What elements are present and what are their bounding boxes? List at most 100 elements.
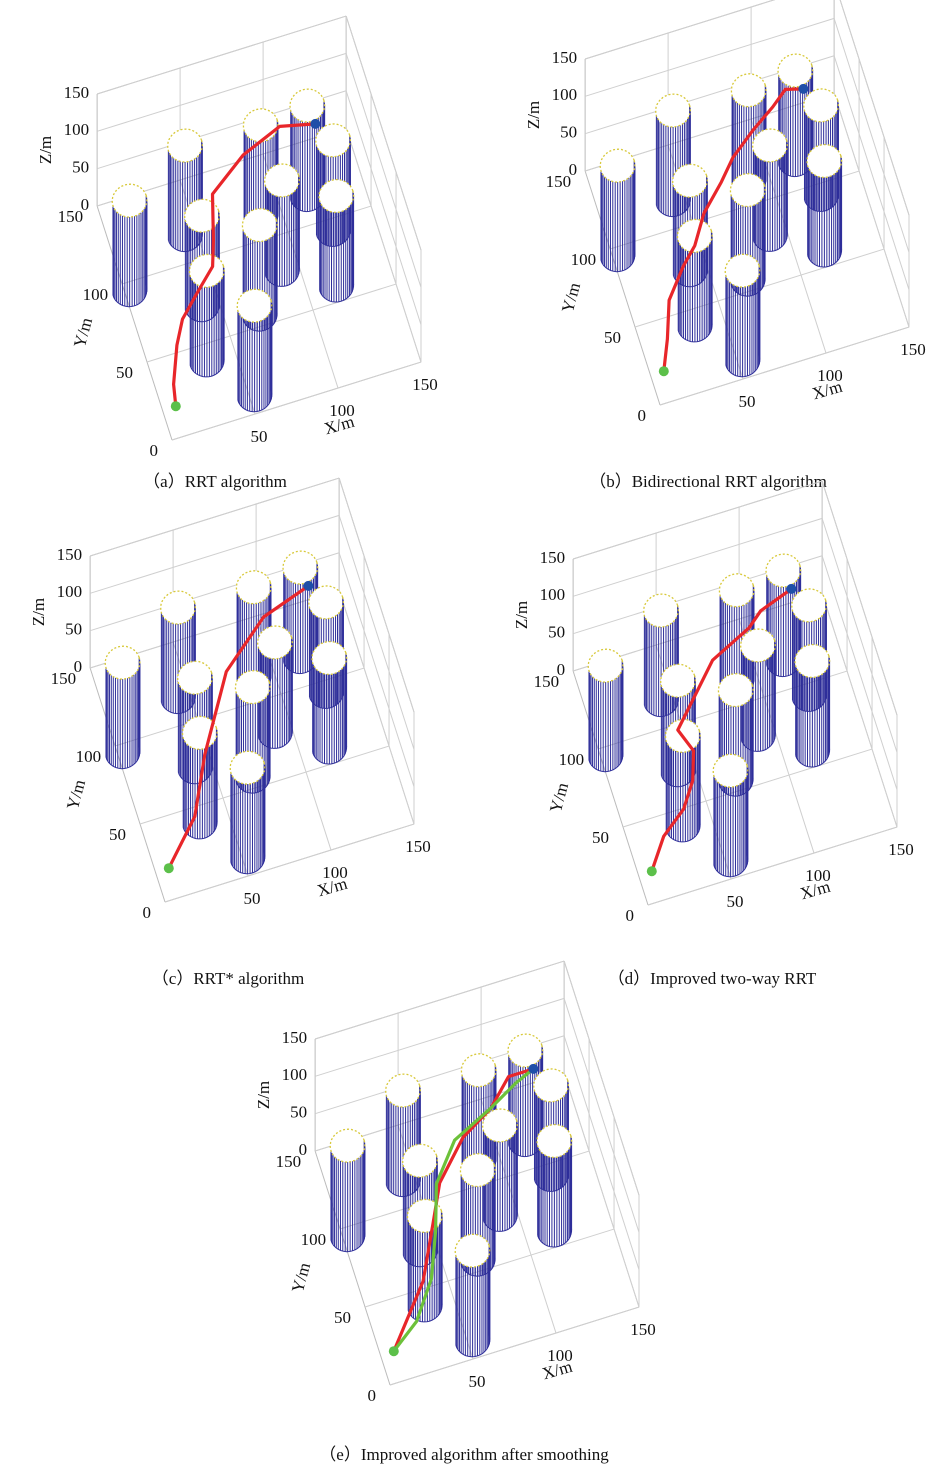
cylinder-face <box>242 208 278 242</box>
grid-line <box>563 960 640 1196</box>
cylinder-face <box>731 73 766 107</box>
y-tick-label: 150 <box>58 207 84 226</box>
cylinder-top <box>729 173 766 208</box>
grid-line <box>833 92 910 328</box>
cylinder-top <box>111 183 148 218</box>
cylinder-top <box>672 163 708 198</box>
grid-line <box>584 17 835 97</box>
cylinder-base <box>665 820 701 843</box>
grid-line <box>314 997 565 1077</box>
grid-line <box>96 52 347 132</box>
x-axis-label: X/m <box>810 377 844 404</box>
grid-line <box>659 326 910 406</box>
x-axis-label: X/m <box>540 1357 574 1384</box>
cylinder-base <box>725 354 761 378</box>
obstacle <box>111 183 148 308</box>
cylinder-face <box>730 173 766 207</box>
cylinder-top <box>264 163 300 198</box>
cylinder-top <box>536 1123 573 1159</box>
cylinder-top <box>803 88 840 123</box>
y-tick-label: 150 <box>51 669 77 688</box>
cylinder-base <box>537 1225 573 1248</box>
cylinder-face <box>167 129 203 162</box>
cylinder-base <box>482 1209 518 1232</box>
cylinder-top <box>241 208 278 243</box>
cylinder-top <box>289 88 326 123</box>
cylinder-face <box>264 164 300 197</box>
obstacle <box>676 218 713 343</box>
cylinder-base <box>105 746 141 770</box>
axis-edge <box>89 667 166 903</box>
z-tick-label: 50 <box>548 623 565 642</box>
z-axis-label: Z/m <box>512 601 531 629</box>
obstacle <box>188 253 225 378</box>
cylinder-top <box>724 253 761 288</box>
cylinder-top <box>242 108 279 143</box>
cylinder-top <box>177 660 213 695</box>
z-tick-label: 50 <box>560 123 577 142</box>
obstacle <box>794 643 831 768</box>
cylinder-face <box>236 570 271 604</box>
cylinder-face <box>283 551 318 584</box>
cylinder-face <box>795 644 830 678</box>
cylinder-face <box>482 1109 518 1142</box>
y-tick-label: 100 <box>301 1230 327 1249</box>
cylinder-top <box>406 1198 443 1233</box>
z-tick-label: 0 <box>74 657 83 676</box>
grid-line <box>314 960 565 1040</box>
cylinder-face <box>537 1124 572 1158</box>
grid-line <box>89 514 340 594</box>
axis-edge <box>314 1150 391 1386</box>
obstacle <box>643 593 679 718</box>
cylinder-face <box>330 1129 365 1163</box>
cylinder-face <box>315 123 351 157</box>
axis-edge <box>584 170 661 406</box>
cylinder-top <box>329 1128 366 1163</box>
obstacle <box>236 288 273 413</box>
x-tick-label: 150 <box>888 840 914 859</box>
cylinder-base <box>752 229 788 252</box>
x-tick-label: 50 <box>739 392 756 411</box>
grid-line <box>171 361 422 441</box>
cylinder-top <box>235 570 272 605</box>
y-tick-label: 0 <box>626 906 635 925</box>
cylinder-face <box>460 1153 496 1187</box>
axis-edge <box>839 0 910 216</box>
grid-line <box>563 1072 640 1308</box>
grid-line <box>821 555 898 790</box>
z-tick-label: 50 <box>65 620 82 639</box>
cylinder-base <box>182 817 218 840</box>
z-tick-label: 100 <box>64 120 90 139</box>
obstacle <box>664 718 701 843</box>
z-axis-label: Z/m <box>36 136 55 164</box>
path-line <box>650 587 793 872</box>
cylinder-face <box>508 1034 543 1067</box>
x-tick-label: 150 <box>405 837 431 856</box>
cylinder-top <box>587 648 624 683</box>
grid-line <box>345 127 422 363</box>
cylinder-face <box>105 646 140 680</box>
cylinder-face <box>718 673 754 707</box>
cylinder-face <box>766 554 801 587</box>
grid-line <box>563 1035 640 1270</box>
grid-line <box>338 477 415 713</box>
z-axis-label: Z/m <box>524 101 543 129</box>
grid-line <box>89 477 340 557</box>
x-tick-label: 50 <box>469 1372 486 1391</box>
y-axis-label: Y/m <box>288 1261 314 1295</box>
grid-line <box>821 518 898 753</box>
cylinder-top <box>730 73 767 108</box>
cylinder-face <box>184 199 220 233</box>
obstacle <box>724 253 761 378</box>
y-tick-label: 0 <box>143 903 152 922</box>
z-tick-label: 150 <box>552 48 578 67</box>
obstacle <box>454 1233 491 1358</box>
y-tick-label: 50 <box>109 825 126 844</box>
y-axis-label: Y/m <box>558 281 584 315</box>
cylinder-top <box>181 715 218 750</box>
y-tick-label: 100 <box>571 250 597 269</box>
y-tick-label: 100 <box>559 750 585 769</box>
y-tick-label: 0 <box>638 406 647 425</box>
cylinder-face <box>189 254 225 288</box>
cylinder-face <box>672 164 708 198</box>
